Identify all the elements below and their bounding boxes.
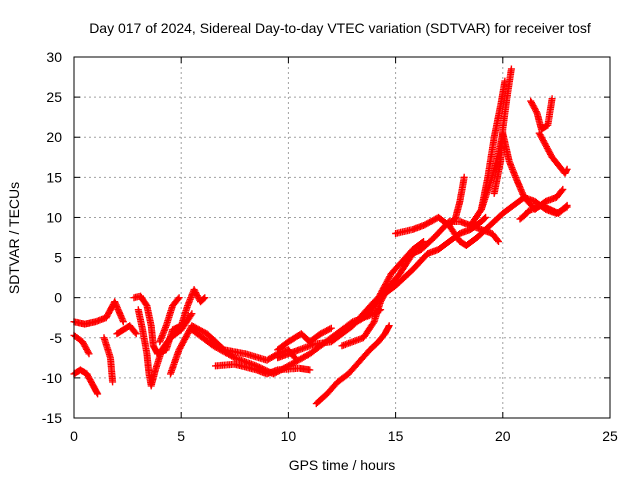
series-arc2 bbox=[70, 366, 102, 398]
series-arc21 bbox=[490, 65, 515, 197]
y-tick-label: 15 bbox=[46, 169, 62, 185]
plot-frame bbox=[73, 56, 611, 419]
series-layer bbox=[70, 65, 571, 408]
data-point-markers bbox=[527, 95, 556, 133]
y-tick-label: -10 bbox=[42, 370, 62, 386]
y-tick-label: -15 bbox=[42, 410, 62, 426]
series-arc7 bbox=[130, 286, 209, 358]
y-tick-label: 5 bbox=[54, 250, 62, 266]
series-arc15 bbox=[338, 218, 502, 350]
series-arc24 bbox=[535, 129, 571, 177]
data-point-markers bbox=[100, 334, 117, 386]
data-point-markers bbox=[70, 366, 102, 398]
y-axis-label: SDTVAR / TECUs bbox=[6, 182, 22, 294]
data-point-markers bbox=[338, 218, 502, 350]
y-tick-label: 30 bbox=[46, 49, 62, 65]
y-tick-label: 10 bbox=[46, 209, 62, 225]
x-tick-label: 0 bbox=[70, 428, 78, 444]
data-point-markers bbox=[274, 324, 335, 354]
series-arc18 bbox=[445, 173, 468, 229]
data-point-markers bbox=[113, 322, 140, 338]
series-arc4 bbox=[100, 334, 117, 386]
y-tick-label: -5 bbox=[50, 330, 63, 346]
series-arc20 bbox=[477, 77, 509, 213]
x-tick-label: 15 bbox=[388, 428, 404, 444]
x-axis-label: GPS time / hours bbox=[289, 457, 396, 473]
x-tick-label: 20 bbox=[495, 428, 511, 444]
x-tick-label: 10 bbox=[281, 428, 297, 444]
chart-title: Day 017 of 2024, Sidereal Day-to-day VTE… bbox=[89, 20, 591, 36]
axis-ticks: -15 -10 -5 0 5 10 15 20 25 30 0 5 10 15 20 25 bbox=[42, 49, 618, 444]
data-point-markers bbox=[490, 65, 515, 197]
series-arc16 bbox=[353, 238, 427, 326]
data-point-markers bbox=[156, 294, 183, 346]
x-tick-label: 25 bbox=[602, 428, 618, 444]
data-point-markers bbox=[130, 286, 209, 358]
series-arc14 bbox=[312, 322, 393, 408]
y-tick-label: 20 bbox=[46, 129, 62, 145]
y-tick-label: 25 bbox=[46, 89, 62, 105]
series-arc22 bbox=[516, 201, 571, 223]
series-arc1 bbox=[70, 298, 127, 328]
data-point-markers bbox=[477, 77, 509, 213]
series-arc8 bbox=[156, 294, 183, 346]
series-arc12 bbox=[274, 324, 335, 354]
data-point-markers bbox=[445, 173, 468, 229]
data-point-markers bbox=[353, 238, 427, 326]
series-arc11 bbox=[212, 360, 314, 378]
data-point-markers bbox=[212, 360, 314, 378]
data-point-markers bbox=[70, 298, 127, 328]
x-tick-label: 5 bbox=[177, 428, 185, 444]
data-point-markers bbox=[516, 201, 571, 223]
grid bbox=[74, 57, 610, 418]
series-arc5 bbox=[113, 322, 140, 338]
series-arc23 bbox=[527, 95, 556, 133]
data-point-markers bbox=[312, 322, 393, 408]
data-point-markers bbox=[535, 129, 571, 177]
y-tick-label: 0 bbox=[54, 290, 62, 306]
